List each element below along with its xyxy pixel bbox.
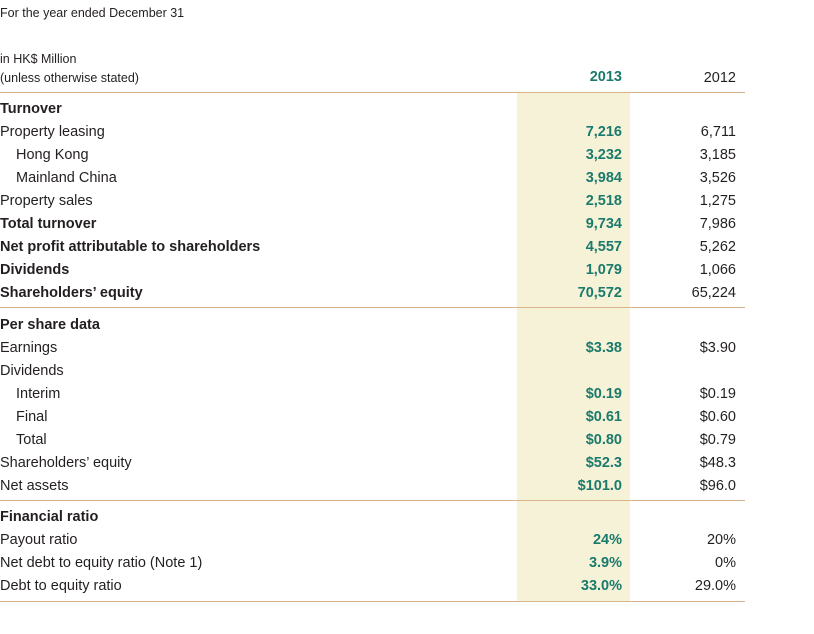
row-label: Mainland China	[16, 170, 117, 186]
row-label: Dividends	[0, 262, 70, 278]
units-label: in HK$ Million	[0, 52, 77, 66]
row-label: Shareholders’ equity	[0, 455, 132, 471]
table-row: Net debt to equity ratio (Note 1) 3.9% 0%	[0, 555, 745, 578]
table-row: Final $0.61 $0.60	[0, 409, 745, 432]
value-2013: 7,216	[585, 124, 622, 140]
value-2012: 6,711	[700, 124, 736, 140]
row-label: Net assets	[0, 478, 69, 494]
value-2012: 1,275	[699, 193, 736, 209]
row-label: Final	[16, 409, 48, 425]
value-2013: $0.61	[585, 409, 622, 425]
section-heading: Turnover	[0, 101, 62, 117]
value-2013: 9,734	[585, 216, 622, 232]
value-2012: 20%	[706, 532, 736, 548]
table-row: Property leasing 7,216 6,711	[0, 124, 745, 147]
value-2013: $101.0	[577, 478, 622, 494]
column-header-prior-year: 2012	[703, 70, 736, 86]
value-2012: $0.60	[699, 409, 736, 425]
table-row: Debt to equity ratio 33.0% 29.0%	[0, 578, 745, 601]
value-2013: 4,557	[585, 239, 622, 255]
table-row: Hong Kong 3,232 3,185	[0, 147, 745, 170]
row-label: Interim	[16, 386, 61, 402]
value-2012: 29.0%	[694, 578, 736, 594]
value-2013: 1,079	[585, 262, 622, 278]
value-2013: 3.9%	[588, 555, 622, 571]
value-2012: 1,066	[699, 262, 736, 278]
row-label: Earnings	[0, 340, 58, 356]
table-row: Net assets $101.0 $96.0	[0, 478, 745, 501]
row-label: Net profit attributable to shareholders	[0, 239, 261, 255]
section-heading-row: Turnover	[0, 101, 745, 124]
section-divider	[0, 92, 745, 93]
table-row: Net profit attributable to shareholders 4…	[0, 239, 745, 262]
value-2012: $48.3	[699, 455, 736, 471]
table-row: Total $0.80 $0.79	[0, 432, 745, 455]
section-divider	[0, 601, 745, 602]
table-row: Payout ratio 24% 20%	[0, 532, 745, 555]
table-row: Dividends 1,079 1,066	[0, 262, 745, 285]
value-2012: 3,526	[699, 170, 736, 186]
value-2012: 3,185	[699, 147, 736, 163]
value-2012: 5,262	[699, 239, 736, 255]
row-label: Net debt to equity ratio (Note 1)	[0, 555, 203, 571]
section-heading: Per share data	[0, 317, 100, 333]
value-2012: $0.19	[699, 386, 736, 402]
section-divider	[0, 307, 745, 308]
current-year-highlight-column	[517, 93, 630, 602]
row-label: Dividends	[0, 363, 64, 379]
table-row: Interim $0.19 $0.19	[0, 386, 745, 409]
value-2013: $3.38	[585, 340, 622, 356]
table-row: Property sales 2,518 1,275	[0, 193, 745, 216]
value-2012: $0.79	[699, 432, 736, 448]
row-label: Payout ratio	[0, 532, 78, 548]
value-2013: 33.0%	[580, 578, 622, 594]
value-2013: 2,518	[585, 193, 622, 209]
period-caption: For the year ended December 31	[0, 6, 185, 20]
table-row: Total turnover 9,734 7,986	[0, 216, 745, 239]
value-2013: 24%	[592, 532, 622, 548]
value-2012: 0%	[715, 555, 736, 571]
row-label: Property sales	[0, 193, 93, 209]
table-row: Dividends	[0, 363, 745, 386]
row-label: Total	[16, 432, 47, 448]
section-heading-row: Financial ratio	[0, 509, 745, 532]
row-label: Property leasing	[0, 124, 105, 140]
units-note: (unless otherwise stated)	[0, 71, 139, 85]
column-header-current-year: 2013	[589, 69, 622, 85]
table-row: Shareholders’ equity $52.3 $48.3	[0, 455, 745, 478]
value-2012: 7,986	[699, 216, 736, 232]
value-2012: $96.0	[699, 478, 736, 494]
section-heading-row: Per share data	[0, 317, 745, 340]
row-label: Debt to equity ratio	[0, 578, 122, 594]
row-label: Total turnover	[0, 216, 97, 232]
value-2013: $0.19	[585, 386, 622, 402]
value-2012: 65,224	[691, 285, 736, 301]
table-row: Mainland China 3,984 3,526	[0, 170, 745, 193]
section-heading: Financial ratio	[0, 509, 99, 525]
value-2013: $52.3	[585, 455, 622, 471]
value-2013: 3,984	[585, 170, 622, 186]
table-row: Earnings $3.38 $3.90	[0, 340, 745, 363]
table-row: Shareholders’ equity 70,572 65,224	[0, 285, 745, 308]
value-2012: $3.90	[699, 340, 736, 356]
value-2013: 3,232	[585, 147, 622, 163]
row-label: Hong Kong	[16, 147, 89, 163]
section-divider	[0, 500, 745, 501]
value-2013: 70,572	[577, 285, 622, 301]
row-label: Shareholders’ equity	[0, 285, 143, 301]
value-2013: $0.80	[585, 432, 622, 448]
